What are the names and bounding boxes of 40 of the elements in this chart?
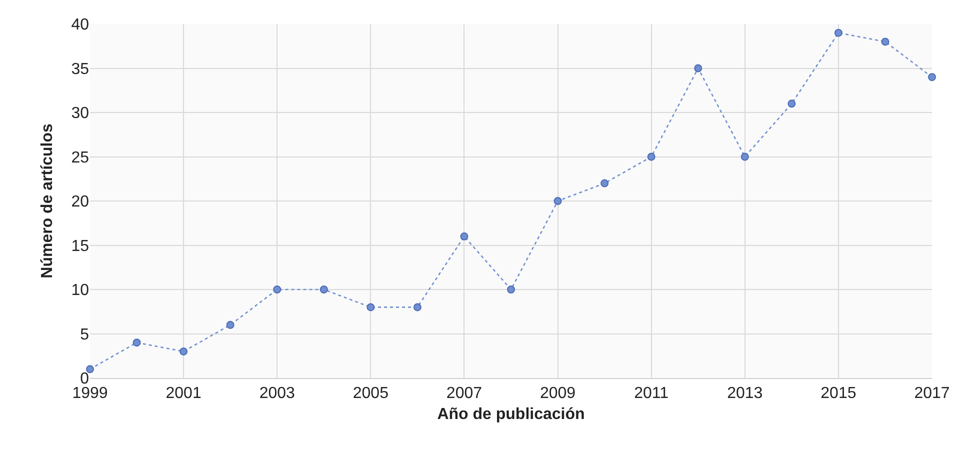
- point: [881, 38, 890, 46]
- x-tick-label: 1999: [72, 385, 108, 402]
- y-tick-label: 30: [71, 105, 90, 122]
- x-tick-label: 2001: [166, 385, 202, 402]
- point: [694, 64, 702, 72]
- point: [226, 320, 234, 329]
- point: [132, 338, 141, 347]
- x-tick-label: 2013: [727, 385, 763, 402]
- point: [460, 232, 468, 240]
- x-tick-label: 2017: [914, 385, 950, 402]
- point: [86, 365, 94, 374]
- point: [740, 152, 749, 161]
- y-tick-label: 15: [71, 238, 90, 255]
- point: [788, 100, 796, 108]
- point: [600, 179, 609, 188]
- point: [928, 73, 936, 82]
- y-tick-label: 0: [80, 370, 90, 388]
- y-tick-label: 40: [71, 16, 90, 34]
- point: [366, 303, 375, 312]
- x-tick-label: 2005: [352, 385, 389, 402]
- y-tick-label: 20: [71, 194, 90, 211]
- y-axis-title: Número de artículos: [39, 124, 56, 278]
- point: [647, 152, 656, 161]
- x-tick-label: 2009: [540, 385, 576, 402]
- y-tick-label: 10: [71, 282, 90, 300]
- x-tick-label: 2007: [446, 385, 482, 402]
- point: [834, 28, 842, 37]
- y-tick-label: 5: [80, 326, 90, 344]
- point: [554, 197, 562, 205]
- x-tick-label: 2015: [820, 385, 856, 402]
- point: [507, 286, 515, 294]
- point: [180, 347, 188, 356]
- y-tick-label: 35: [71, 60, 90, 78]
- x-tick-label: 2003: [259, 385, 296, 402]
- x-tick-label: 2011: [634, 385, 669, 402]
- point: [413, 303, 422, 312]
- y-tick-label: 25: [71, 149, 90, 166]
- x-axis-title: Año de publicación: [437, 406, 585, 423]
- point: [273, 286, 282, 294]
- point: [320, 286, 328, 294]
